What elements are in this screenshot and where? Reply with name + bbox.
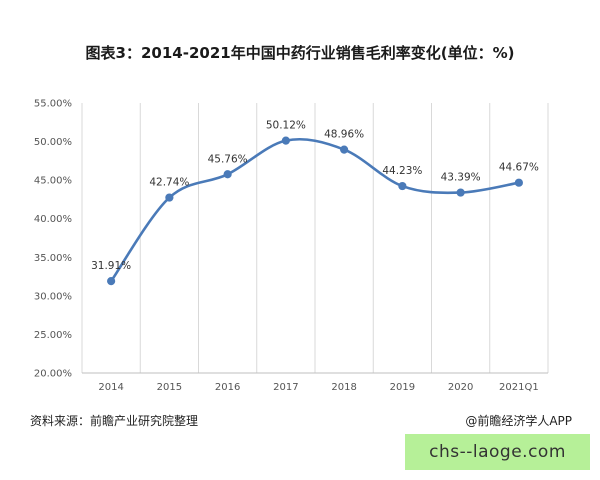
y-tick-label: 30.00% — [34, 291, 72, 302]
x-tick-label: 2015 — [157, 382, 182, 393]
y-tick-label: 25.00% — [34, 330, 72, 341]
data-label: 31.91% — [91, 260, 131, 272]
data-point — [340, 145, 349, 154]
y-tick-label: 40.00% — [34, 214, 72, 225]
source-note: 资料来源：前瞻产业研究院整理 — [30, 414, 199, 428]
data-label: 44.67% — [499, 162, 539, 174]
data-point — [165, 193, 174, 202]
data-point — [514, 178, 523, 187]
data-label: 48.96% — [324, 129, 364, 141]
y-tick-label: 50.00% — [34, 137, 72, 148]
x-tick-label: 2017 — [273, 382, 298, 393]
x-tick-label: 2021Q1 — [499, 382, 539, 393]
x-tick-label: 2020 — [448, 382, 473, 393]
data-label: 43.39% — [441, 172, 481, 184]
data-label: 42.74% — [149, 177, 189, 189]
x-tick-label: 2016 — [215, 382, 240, 393]
data-point — [398, 181, 407, 191]
x-tick-label: 2019 — [390, 382, 415, 393]
grid-lines — [81, 103, 549, 374]
y-tick-label: 20.00% — [34, 369, 72, 380]
y-tick-label: 35.00% — [34, 253, 72, 264]
x-axis-ticks: 2014 2015 2016 2017 2018 2019 2020 2021Q1 — [98, 382, 538, 393]
data-label: 50.12% — [266, 120, 306, 132]
data-label: 45.76% — [208, 153, 248, 165]
data-point — [223, 170, 232, 179]
credit-note: @前瞻经济学人APP — [465, 414, 572, 428]
x-tick-label: 2014 — [98, 382, 123, 393]
y-tick-label: 45.00% — [34, 176, 72, 187]
data-point — [107, 277, 116, 286]
x-tick-label: 2018 — [331, 382, 356, 393]
data-labels: 31.91% 42.74% 45.76% 50.12% 48.96% 44.23% 43.3… — [91, 120, 539, 272]
data-label: 44.23% — [382, 165, 422, 177]
y-tick-label: 55.00% — [34, 99, 72, 110]
site-banner: chs--laoge.com — [405, 434, 590, 470]
data-point — [456, 188, 465, 197]
chart-title: 图表3：2014-2021年中国中药行业销售毛利率变化(单位：%) — [85, 44, 515, 62]
data-point — [281, 136, 290, 145]
data-points — [107, 136, 523, 286]
y-axis-ticks: 20.00% 25.00% 30.00% 35.00% 40.00% 45.00% 50.0… — [34, 99, 72, 380]
